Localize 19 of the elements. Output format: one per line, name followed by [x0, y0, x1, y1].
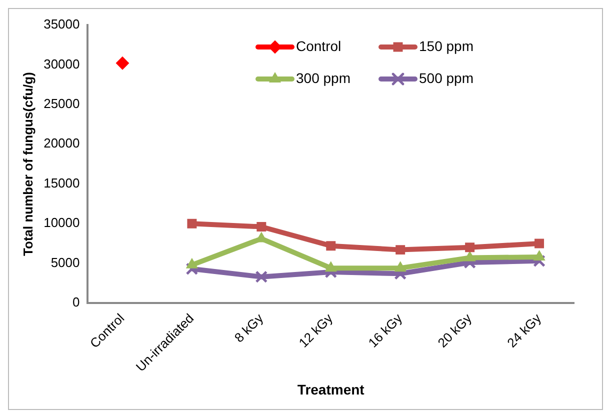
- x-tick-label: 12 kGy: [296, 310, 336, 350]
- y-tick-label: 15000: [44, 175, 80, 190]
- y-tick-label: 25000: [44, 96, 80, 112]
- x-tick-label: 8 kGy: [231, 310, 266, 346]
- y-tick-label: 20000: [44, 136, 80, 151]
- x-tick-label: 20 kGy: [434, 310, 475, 350]
- legend-label: 300 ppm: [296, 70, 350, 86]
- legend-label: 500 ppm: [419, 70, 474, 86]
- y-tick-label: 35000: [44, 16, 80, 32]
- y-tick-label: 10000: [44, 215, 80, 230]
- y-axis-title: Total number of fungus(cfu/g): [20, 72, 36, 256]
- x-axis-title: Treatment: [297, 381, 365, 398]
- legend-label: Control: [296, 38, 342, 54]
- y-tick-label: 5000: [50, 254, 80, 270]
- y-tick-label: 0: [72, 294, 80, 310]
- x-tick-label: 24 kGy: [504, 310, 544, 350]
- x-tick-label: 16 kGy: [365, 310, 406, 350]
- legend-label: 150 ppm: [419, 38, 474, 54]
- y-tick-label: 30000: [44, 56, 80, 72]
